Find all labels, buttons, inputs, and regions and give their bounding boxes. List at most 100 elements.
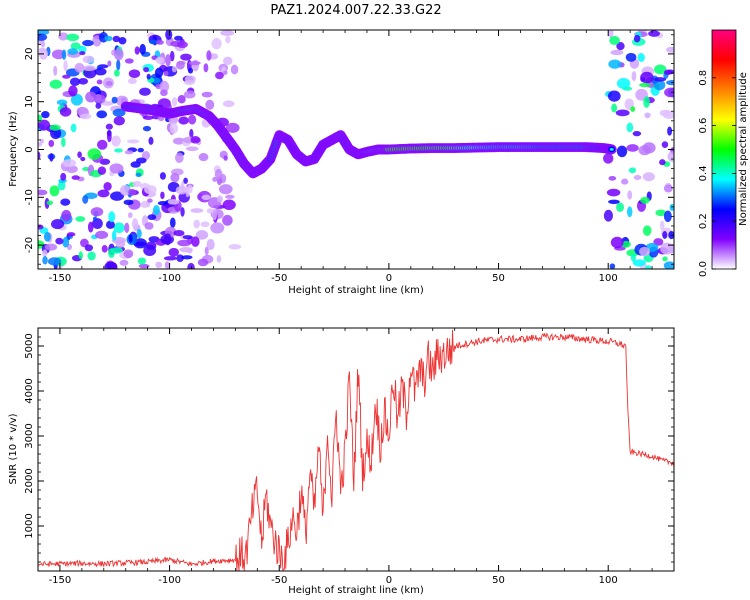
spectral-noise-blob <box>93 94 106 104</box>
spectral-noise-blob <box>178 116 189 125</box>
spectral-noise-blob <box>49 153 54 162</box>
spectral-noise-blob <box>206 208 215 214</box>
spectral-noise-blob <box>49 185 60 197</box>
spectral-noise-blob <box>167 199 180 205</box>
spectral-noise-blob <box>668 230 674 240</box>
spectral-noise-blob <box>165 30 173 40</box>
spectral-noise-blob <box>97 189 110 198</box>
spectral-noise-blob <box>666 79 674 86</box>
spectral-noise-blob <box>60 172 67 181</box>
spectral-noise-blob <box>220 30 235 36</box>
spectral-noise-blob <box>633 175 642 181</box>
spectral-noise-blob <box>607 30 614 39</box>
spectral-noise-blob <box>123 249 134 259</box>
spectral-noise-blob <box>183 177 188 184</box>
spectral-noise-blob <box>82 39 94 47</box>
spectral-noise-blob <box>48 139 55 148</box>
spectral-noise-blob <box>175 152 184 164</box>
spectral-noise-blob <box>144 185 157 195</box>
spectral-noise-blob <box>655 209 667 217</box>
spectral-noise-blob <box>49 79 63 89</box>
spectral-noise-blob <box>38 33 48 41</box>
spectral-noise-blob <box>666 46 674 53</box>
spectral-noise-blob <box>115 239 126 248</box>
spectral-noise-blob <box>615 109 630 117</box>
spectral-noise-blob <box>222 199 236 211</box>
spectral-noise-blob <box>56 99 68 106</box>
spectral-noise-blob <box>97 166 107 175</box>
snr-x-ticks: -150 -100 -50 0 50 100 <box>37 328 675 586</box>
spectral-noise-blob <box>138 263 150 269</box>
spectral-noise-blob <box>78 77 89 85</box>
y-tick-label: 5000 <box>24 333 35 358</box>
spectral-noise-blob <box>191 137 201 143</box>
colorbar: 0.0 0.2 0.4 0.6 0.8 Normalized spectral ampl… <box>698 29 749 277</box>
spectral-noise-blob <box>58 32 69 41</box>
spectral-noise-blob <box>103 182 112 191</box>
spectral-noise-blob <box>197 258 209 267</box>
spectral-noise-blob <box>169 50 175 62</box>
spectral-noise-blob <box>204 246 209 256</box>
spectral-noise-blob <box>181 255 193 260</box>
spectral-noise-blob <box>608 175 617 181</box>
y-tick-label: 0 <box>24 146 35 152</box>
spectral-noise-blob <box>177 239 192 247</box>
spectral-noise-blob <box>632 130 642 137</box>
y-tick-label: 20 <box>24 48 35 61</box>
spectral-noise-blob <box>664 87 674 98</box>
spectral-noise-blob <box>128 69 141 79</box>
spectral-noise-blob <box>137 147 144 153</box>
spectral-noise-blob <box>212 209 218 221</box>
spectral-noise-blob <box>637 53 645 62</box>
spectral-noise-blob <box>184 75 196 84</box>
spectral-noise-blob <box>111 96 118 104</box>
spectral-noise-blob <box>627 190 633 200</box>
y-tick-label: 10 <box>24 95 35 108</box>
spectral-noise-blob <box>155 56 165 64</box>
spectral-noise-blob <box>38 189 48 196</box>
spectral-noise-blob <box>169 217 176 228</box>
spectral-noise-blob <box>223 56 233 66</box>
spectrogram-y-ticks: -20 -10 0 10 20 <box>24 34 674 265</box>
spectral-noise-blob <box>108 248 115 259</box>
spectral-noise-blob <box>124 150 134 155</box>
colorbar-tick-label: 0.0 <box>698 261 709 277</box>
spectral-noise-blob <box>631 71 637 82</box>
spectral-noise-blob <box>632 259 646 267</box>
snr-frame <box>37 327 675 572</box>
spectral-noise-blob <box>46 200 53 206</box>
spectral-noise-blob <box>653 77 667 82</box>
spectral-noise-blob <box>211 38 222 50</box>
spectral-noise-blob <box>113 222 125 234</box>
spectral-noise-blob <box>112 35 121 43</box>
spectral-noise-blob <box>143 244 157 257</box>
spectral-noise-blob <box>70 42 81 50</box>
spectral-noise-blob <box>606 188 621 197</box>
spectral-noise-blob <box>61 137 66 148</box>
spectral-noise-blob <box>128 188 137 196</box>
spectral-noise-blob <box>57 180 66 191</box>
spectral-noise-blob <box>38 114 43 123</box>
spectral-noise-blob <box>639 82 651 88</box>
spectral-noise-blob <box>114 48 124 61</box>
spectral-noise-blob <box>132 181 142 188</box>
spectral-noise-blob <box>626 122 634 133</box>
spectral-noise-blob <box>106 130 112 143</box>
spectral-noise-blob <box>667 126 673 136</box>
colorbar-frame <box>711 29 737 270</box>
spectral-noise-blob <box>195 230 209 240</box>
spectral-noise-blob <box>659 220 665 231</box>
spectral-noise-blob <box>87 221 94 233</box>
spectral-noise-blob <box>152 77 161 84</box>
spectral-noise-blob <box>201 194 211 201</box>
spectral-noise-blob <box>633 34 641 43</box>
spectral-noise-blob <box>661 141 669 149</box>
spectral-noise-blob <box>38 142 43 147</box>
spectral-noise-blob <box>159 172 166 180</box>
spectral-noise-blob <box>119 259 129 266</box>
spectral-noise-blob <box>171 96 178 107</box>
spectral-noise-blob <box>190 208 204 213</box>
x-tick-label: 0 <box>386 575 392 586</box>
spectral-noise-blob <box>141 150 151 161</box>
